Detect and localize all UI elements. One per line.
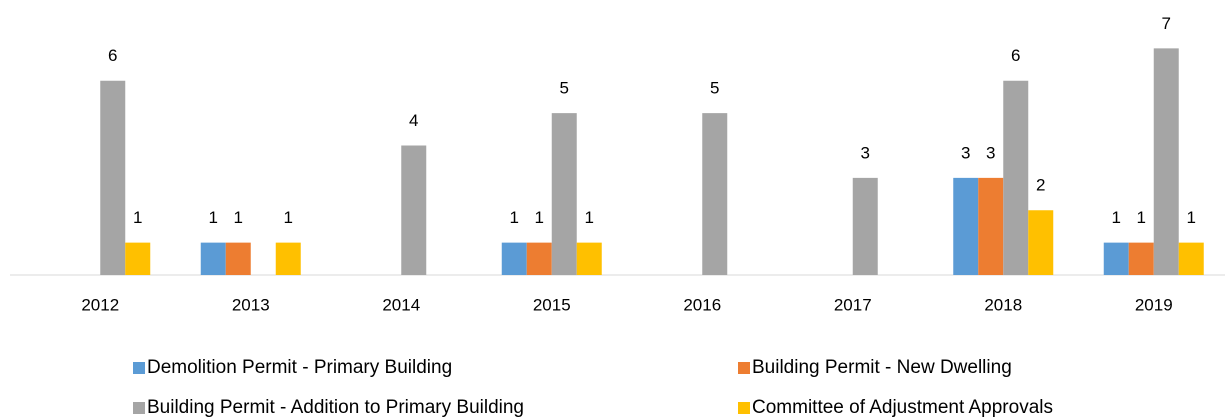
data-label: 3 [986,143,995,162]
x-tick-label: 2013 [232,295,270,314]
bar [526,242,552,275]
bar [275,242,301,275]
legend-label: Demolition Permit - Primary Building [147,357,452,378]
x-tick-label: 2017 [834,295,872,314]
bar [1153,48,1179,275]
data-label: 1 [284,208,293,227]
bar [1128,242,1154,275]
bar [852,177,878,275]
bar [125,242,151,275]
bar [225,242,251,275]
data-label: 1 [1137,208,1146,227]
legend-label: Building Permit - Addition to Primary Bu… [147,397,524,418]
data-label: 1 [209,208,218,227]
x-tick-label: 2012 [81,295,119,314]
data-label: 1 [133,208,142,227]
data-label: 6 [108,46,117,65]
x-tick-label: 2019 [1135,295,1173,314]
data-label: 3 [861,143,870,162]
data-label: 7 [1162,14,1171,33]
x-tick-label: 2018 [984,295,1022,314]
legend-swatch [738,362,750,374]
bar [401,145,427,275]
x-tick-label: 2014 [382,295,420,314]
data-label: 1 [535,208,544,227]
bar [1028,210,1054,275]
legend-label: Building Permit - New Dwelling [752,357,1012,378]
bar [551,113,577,275]
data-label: 1 [510,208,519,227]
data-label: 1 [234,208,243,227]
data-label: 3 [961,143,970,162]
legend-swatch [133,402,145,414]
bar [1103,242,1129,275]
bar [978,177,1004,275]
data-label: 1 [1112,208,1121,227]
bar [702,113,728,275]
legend-swatch [133,362,145,374]
data-label: 1 [1187,208,1196,227]
data-label: 1 [585,208,594,227]
bar [100,80,126,275]
data-label: 4 [409,111,418,130]
data-label: 5 [560,79,569,98]
bar [576,242,602,275]
legend-label: Committee of Adjustment Approvals [752,397,1053,418]
x-tick-label: 2015 [533,295,571,314]
bar [200,242,226,275]
bar [953,177,979,275]
bar [1178,242,1204,275]
data-label: 6 [1011,46,1020,65]
data-label: 2 [1036,176,1045,195]
bar [501,242,527,275]
bar [1003,80,1029,275]
data-label: 5 [710,79,719,98]
legend-swatch [738,402,750,414]
x-tick-label: 2016 [683,295,721,314]
